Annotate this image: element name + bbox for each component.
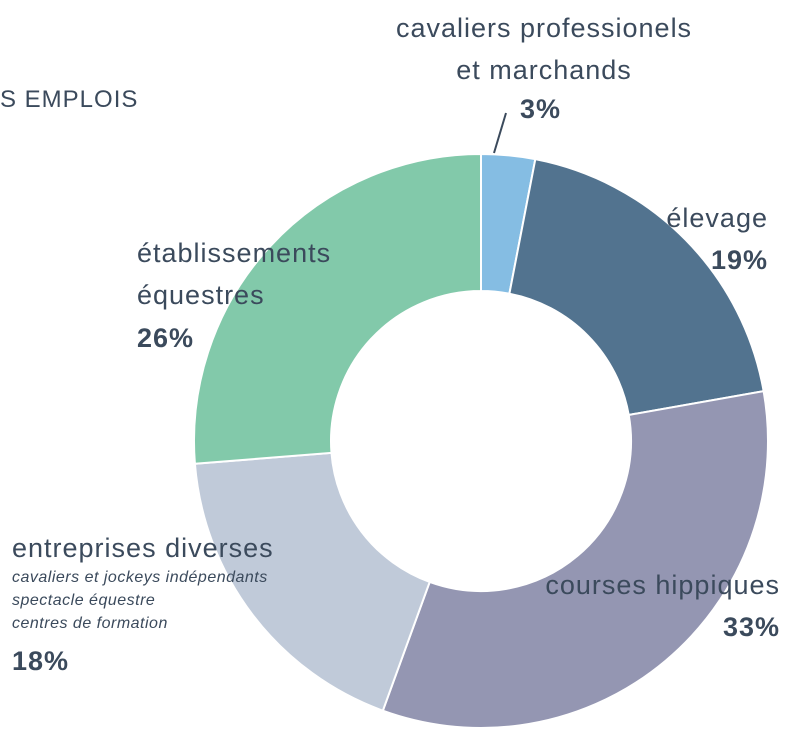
donut-slice xyxy=(193,451,431,712)
leader-line xyxy=(493,112,507,154)
category-label: élevage xyxy=(666,203,768,233)
value-label: 19% xyxy=(710,245,768,275)
chart-title: S EMPLOIS xyxy=(0,86,139,113)
category-label: courses hippiques xyxy=(545,570,780,600)
donut-slice xyxy=(193,152,482,465)
value-label: 18% xyxy=(12,646,70,676)
value-label: 33% xyxy=(722,612,780,642)
donut-slice xyxy=(508,158,765,417)
value-label: 26% xyxy=(137,323,195,353)
annotation: cavaliers et jockeys indépendants specta… xyxy=(12,569,268,632)
category-label: entreprises diverses xyxy=(12,533,274,563)
category-label: établissements équestres xyxy=(137,238,332,310)
donut-slice xyxy=(381,390,769,729)
value-label: 3% xyxy=(520,94,562,124)
category-label: cavaliers professionels et marchands xyxy=(395,13,693,85)
